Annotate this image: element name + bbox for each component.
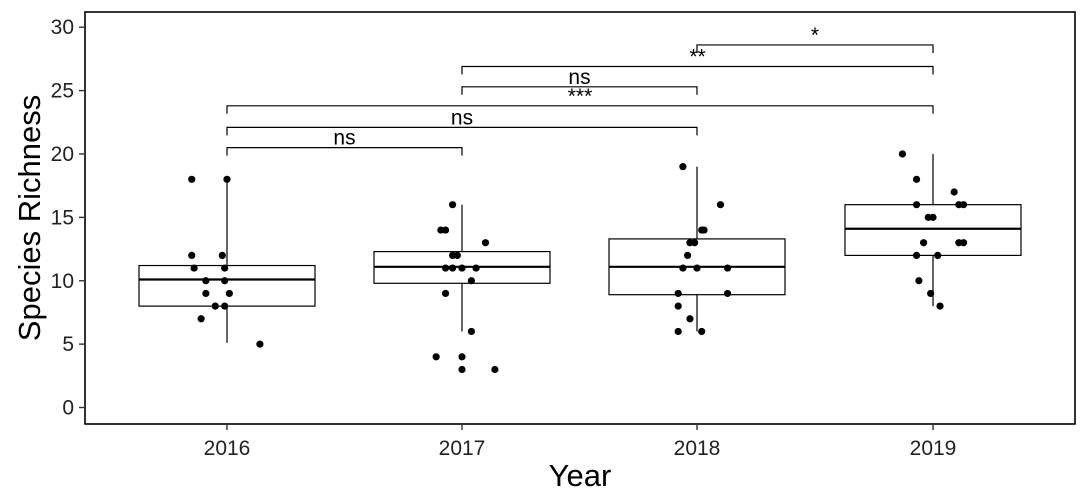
data-point [959,201,968,209]
data-point [441,289,450,298]
comparison-2018-2019: * [696,24,934,53]
comparison-bracket [226,147,463,156]
comparison-2016-2019: *** [226,85,934,114]
data-point [441,226,450,234]
data-point [190,264,198,272]
data-point [202,289,210,298]
y-tick-label: 30 [51,16,74,39]
data-point [698,226,706,234]
data-point [223,175,231,183]
y-axis-ticks: 0 5 10 15 20 25 30 [51,16,85,420]
y-tick-label: 15 [51,206,74,229]
data-point [674,302,682,310]
box-2016 [138,179,316,343]
comparison-bracket [226,105,934,114]
data-point [221,264,229,272]
x-tick-label: 2019 [910,437,957,460]
data-point [218,251,226,259]
data-point [221,302,229,310]
comparison-label: ** [689,46,705,69]
data-point [684,251,692,259]
data-point [920,239,928,247]
data-point [225,289,233,298]
data-point [256,340,264,348]
data-point [467,277,475,285]
data-point [912,201,921,209]
data-point [188,251,196,259]
y-tick-label: 25 [51,80,74,103]
data-point [449,264,457,272]
data-point [472,264,480,272]
data-point [691,239,699,247]
points-layer [188,150,968,374]
data-point [458,353,466,361]
data-point [211,302,219,310]
data-point [453,251,461,259]
box-2019 [844,153,1022,307]
data-point [221,277,229,285]
data-point [934,251,942,259]
data-point [458,365,466,374]
data-point [674,327,682,336]
y-tick-label: 10 [51,270,74,293]
data-point [197,315,205,323]
data-point [467,327,475,336]
box-iqr [844,204,1022,256]
data-point [898,150,907,158]
data-point [679,163,687,171]
data-point [686,315,694,323]
y-tick-label: 20 [51,143,74,166]
comparison-bracket [226,126,698,136]
data-point [491,365,499,374]
x-axis-ticks: 2016 2017 2018 2019 [204,424,957,460]
comparison-label: ns [568,66,590,89]
data-point [693,264,701,272]
comparison-label: ns [451,106,473,129]
box-iqr [138,264,316,307]
y-tick-label: 0 [62,397,74,420]
data-point [723,289,732,298]
data-point [674,289,682,298]
data-point [912,251,921,259]
data-point [936,302,944,310]
data-point [929,213,937,221]
data-point [188,175,196,183]
x-tick-label: 2018 [674,437,721,460]
data-point [912,175,921,183]
comparison-label: * [811,24,819,47]
data-point [950,188,958,196]
x-axis-title: Year [549,458,612,491]
box-2018 [608,166,786,332]
comparison-2017-2019: ** [461,46,934,75]
data-point [441,264,450,272]
comparison-2017-2018: ns [461,66,698,95]
y-axis-title: Species Richness [12,95,47,341]
comparison-label: ns [333,127,355,150]
data-point [915,277,923,285]
comparison-2016-2017: ns [226,127,463,156]
comparison-bracket [461,86,698,95]
data-point [927,289,935,298]
data-point [723,264,732,272]
data-point [432,353,440,361]
x-tick-label: 2017 [439,437,486,460]
boxplot-layer [138,153,1022,343]
x-tick-label: 2016 [204,437,251,460]
comparison-label: *** [568,85,593,108]
y-tick-label: 5 [62,333,74,356]
data-point [481,239,490,247]
data-point [698,327,706,336]
comparison-bracket [461,65,934,75]
data-point [449,201,457,209]
data-point [716,201,725,209]
data-point [679,264,687,272]
data-point [458,264,466,272]
comparison-2016-2018: ns [226,106,698,136]
comparison-bracket [696,44,934,53]
data-point [959,239,968,247]
data-point [202,277,210,285]
